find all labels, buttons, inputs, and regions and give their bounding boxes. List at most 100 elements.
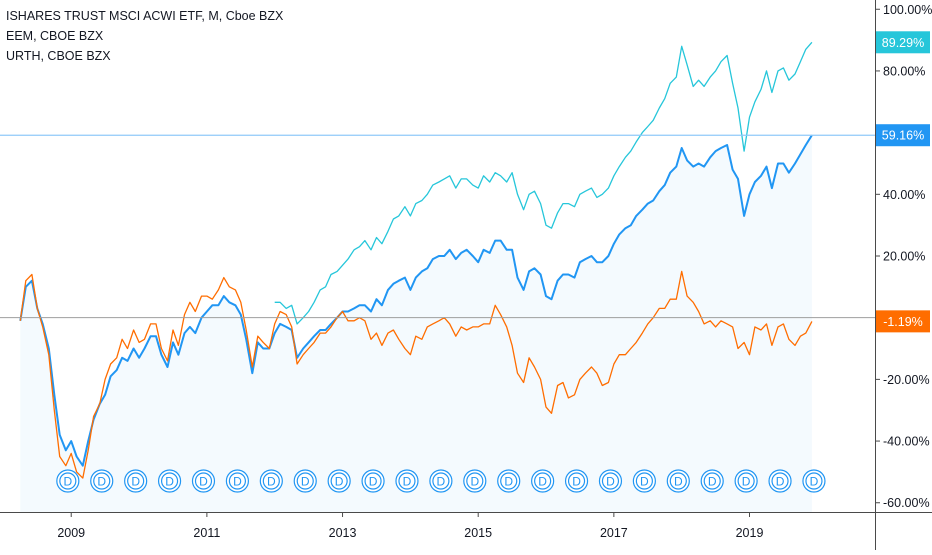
dividend-marker-label: D (437, 475, 446, 489)
dividend-marker[interactable]: D (259, 469, 283, 493)
dividend-marker-label: D (640, 475, 649, 489)
price-label-text: 59.16% (882, 129, 924, 143)
dividend-marker-inner (398, 472, 416, 490)
price-label-text: 89.29% (882, 36, 924, 50)
dividend-marker[interactable]: D (768, 469, 792, 493)
dividend-marker[interactable]: D (666, 469, 690, 493)
dividend-marker-inner (669, 472, 687, 490)
dividend-marker-label: D (335, 475, 344, 489)
y-tick-label: -60.00% (883, 496, 930, 510)
price-line-layer (0, 134, 875, 319)
dividend-marker-inner (771, 472, 789, 490)
dividend-marker[interactable]: D (293, 469, 317, 493)
legend-item-eem[interactable]: EEM, CBOE BZX (6, 29, 104, 43)
legend-item-acwi[interactable]: ISHARES TRUST MSCI ACWI ETF, M, Cboe BZX (6, 9, 284, 23)
y-tick-label: 80.00% (883, 64, 925, 78)
dividend-marker-label: D (165, 475, 174, 489)
dividend-marker[interactable]: D (531, 469, 555, 493)
dividend-marker-inner (262, 472, 280, 490)
dividend-marker[interactable]: D (361, 469, 385, 493)
series-line-1[interactable] (19, 270, 813, 479)
dividend-marker[interactable]: D (395, 469, 419, 493)
dividend-marker-inner (330, 472, 348, 490)
dividend-marker[interactable]: D (124, 469, 148, 493)
dividend-marker-inner (93, 472, 111, 490)
dividend-marker-label: D (674, 475, 683, 489)
dividend-marker-label: D (538, 475, 547, 489)
dividend-marker-label: D (810, 475, 819, 489)
dividend-marker[interactable]: D (225, 469, 250, 493)
dividend-marker-label: D (131, 475, 140, 489)
dividend-marker-label: D (504, 475, 513, 489)
dividend-marker[interactable]: D (191, 469, 216, 493)
x-tick-label: 2009 (57, 526, 85, 540)
x-tick-label: 2013 (329, 526, 357, 540)
legend: ISHARES TRUST MSCI ACWI ETF, M, Cboe BZX… (6, 6, 283, 66)
dividend-marker-inner (228, 472, 247, 490)
dividend-marker-inner (534, 472, 552, 490)
dividend-marker[interactable]: D (632, 469, 656, 493)
dividend-marker[interactable]: D (734, 469, 758, 493)
price-label-box (876, 124, 930, 147)
dividend-marker-label: D (63, 475, 72, 489)
y-tick-label: 40.00% (883, 188, 925, 202)
dividend-marker-inner (703, 472, 721, 490)
dividend-marker-label: D (199, 475, 208, 489)
dividend-marker[interactable]: D (802, 469, 826, 493)
legend-item-urth[interactable]: URTH, CBOE BZX (6, 49, 111, 63)
y-tick-label: -40.00% (883, 435, 930, 449)
dividend-marker-label: D (403, 475, 412, 489)
dividend-marker-inner (59, 472, 77, 490)
dividend-marker[interactable]: D (90, 469, 114, 493)
dividend-marker-inner (127, 472, 145, 490)
dividend-marker[interactable]: D (463, 469, 487, 493)
dividend-marker-label: D (742, 475, 751, 489)
x-tick-label: 2017 (600, 526, 628, 540)
dividend-marker-label: D (369, 475, 378, 489)
dividend-marker[interactable]: D (157, 469, 182, 493)
x-tick-label: 2019 (736, 526, 764, 540)
dividend-marker[interactable]: D (598, 469, 623, 493)
dividend-marker[interactable]: D (700, 469, 724, 493)
dividend-marker-label: D (267, 475, 276, 489)
dividend-marker-inner (635, 472, 653, 490)
dividend-marker-label: D (97, 475, 106, 489)
dividend-marker-inner (194, 472, 213, 490)
y-tick-label: 100.00% (883, 3, 932, 17)
dividend-marker-label: D (606, 475, 615, 489)
dividend-marker-label: D (301, 475, 310, 489)
price-label-box (876, 310, 930, 333)
series-line-0[interactable] (19, 134, 813, 467)
y-tick-label: 20.00% (883, 250, 925, 264)
dividend-marker-label: D (233, 475, 242, 489)
y-tick-label: -20.00% (883, 373, 930, 387)
dividend-marker-label: D (776, 475, 785, 489)
dividend-marker-inner (466, 472, 484, 490)
x-tick-label: 2015 (464, 526, 492, 540)
dividend-marker-inner (432, 472, 450, 490)
price-label: 59.16% (876, 124, 930, 147)
price-label-text: -1.19% (883, 315, 923, 329)
dividend-marker[interactable]: D (497, 469, 521, 493)
dividend-marker-inner (500, 472, 518, 490)
dividend-marker-inner (805, 472, 823, 490)
series-line-2[interactable] (274, 41, 813, 325)
dividend-marker[interactable]: D (564, 469, 589, 493)
series-area-fill-0 (20, 135, 812, 512)
dividend-marker[interactable]: D (56, 469, 80, 493)
dividend-marker-inner (160, 472, 179, 490)
price-label: -1.19% (876, 310, 930, 333)
dividend-marker-inner (296, 472, 314, 490)
area-fill-layer (20, 135, 812, 512)
dividend-marker[interactable]: D (327, 469, 351, 493)
dividend-marker-inner (737, 472, 755, 490)
price-label-box (876, 31, 930, 54)
dividend-marker-label: D (470, 475, 479, 489)
dividend-marker-label: D (708, 475, 717, 489)
dividend-marker[interactable]: D (429, 469, 453, 493)
x-tick-label: 2011 (193, 526, 220, 540)
dividend-marker-inner (601, 472, 620, 490)
